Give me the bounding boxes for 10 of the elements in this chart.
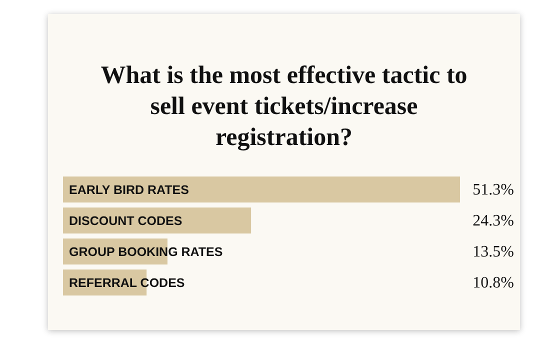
y-tick-label: EARLY BIRD RATES: [69, 182, 189, 197]
data-label: 51.3%: [472, 182, 514, 199]
data-label: 10.8%: [472, 274, 514, 292]
bar: [63, 176, 460, 203]
data-label: 13.5%: [472, 244, 514, 261]
data-label: 24.3%: [472, 212, 514, 230]
y-tick-label: DISCOUNT CODES: [69, 214, 182, 228]
chart-title: What is the most effective tactic to sell event tickets/increase registration?: [100, 61, 468, 153]
y-tick-label: GROUP BOOKING RATES: [69, 244, 223, 259]
y-tick-label: REFERRAL CODES: [69, 276, 185, 290]
